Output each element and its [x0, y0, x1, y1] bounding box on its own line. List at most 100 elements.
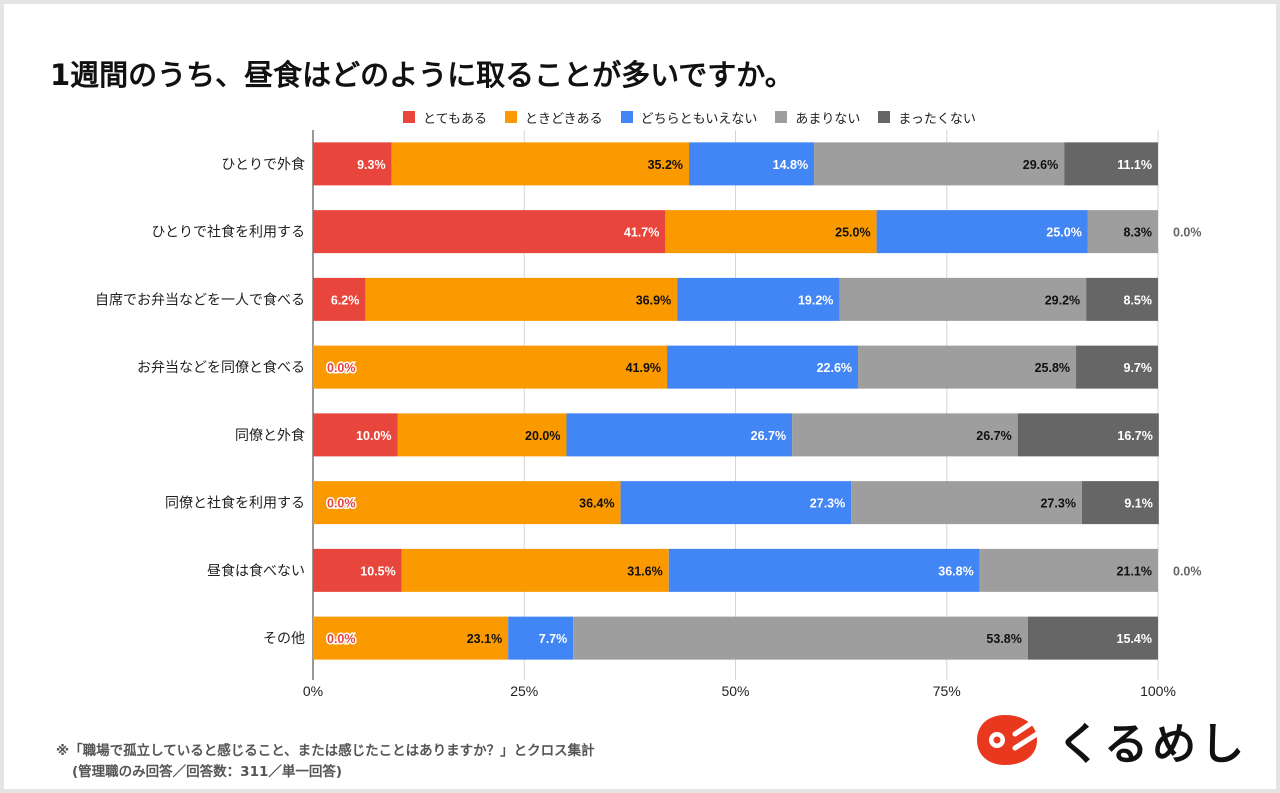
bar-segment [979, 548, 1158, 592]
bar-segment [566, 413, 793, 457]
bar-segment [689, 142, 815, 186]
value-label: 10.0% [356, 429, 391, 443]
bar-segment [668, 548, 980, 592]
category-label: 同僚と社食を利用する [165, 495, 305, 512]
bar-segment [876, 210, 1088, 254]
bar-segment [1081, 481, 1159, 525]
value-label: 0.0% [1173, 564, 1202, 578]
value-label: 11.1% [1117, 158, 1152, 172]
kurumeshi-logo-icon [977, 715, 1040, 765]
category-label: 昼食は食べない [207, 562, 305, 579]
bar-segment [573, 616, 1028, 660]
legend-swatch [620, 111, 633, 123]
value-label: 23.1% [467, 632, 502, 646]
bar-segment [508, 616, 574, 660]
value-label: 9.7% [1124, 361, 1153, 375]
value-label: 31.6% [627, 564, 662, 578]
value-label: 0.0% [1173, 226, 1202, 240]
value-label: 16.7% [1117, 429, 1152, 443]
legend-swatch [504, 111, 517, 123]
bar-segment [839, 277, 1087, 321]
value-label: 8.5% [1124, 293, 1153, 307]
bar-segment [365, 277, 678, 321]
bar-segment [1086, 277, 1158, 321]
value-label: 19.2% [798, 293, 833, 307]
legend-swatch [403, 111, 415, 123]
value-label: 41.7% [624, 226, 659, 240]
value-label: 35.2% [648, 158, 683, 172]
bar-segment [792, 413, 1018, 457]
legend-item: とてもある [403, 108, 487, 127]
x-tick-label: 100% [1140, 683, 1176, 699]
legend-item: ときどきある [504, 108, 603, 127]
value-label: 7.7% [539, 632, 568, 646]
bar-segment [391, 142, 690, 186]
bar-segment [677, 277, 840, 321]
value-label: 0.0% [327, 632, 356, 646]
bar-segment [1027, 616, 1158, 660]
bar-segment [313, 413, 398, 457]
value-label: 0.0% [327, 497, 356, 511]
legend-label: まったくない [898, 111, 976, 127]
legend-label: とてもある [423, 111, 487, 127]
value-label: 27.3% [1040, 497, 1075, 511]
bar-segment [313, 277, 366, 321]
category-label: その他 [263, 631, 305, 647]
bar-segment [667, 345, 859, 389]
bar-segment [313, 548, 402, 592]
value-label: 0.0% [327, 361, 356, 375]
footnote: ※「職場で孤立していると感じること、または感じたことはありますか？」とクロス集計… [56, 741, 595, 783]
category-label: ひとりで社食を利用する [151, 224, 305, 241]
bar-segment [313, 345, 668, 389]
value-label: 36.4% [579, 497, 614, 511]
bar-segment [665, 210, 877, 254]
value-label: 53.8% [986, 632, 1021, 646]
footnote-line-2: (管理職のみ回答／回答数：311／単一回答) [72, 764, 343, 780]
value-label: 25.0% [835, 226, 870, 240]
x-tick-label: 50% [721, 683, 749, 699]
bar-segment [814, 142, 1065, 186]
value-label: 10.5% [360, 564, 395, 578]
value-label: 8.3% [1124, 226, 1153, 240]
value-label: 20.0% [525, 429, 560, 443]
value-label: 29.2% [1045, 293, 1080, 307]
value-label: 14.8% [773, 158, 808, 172]
value-label: 26.7% [976, 429, 1011, 443]
value-label: 9.1% [1124, 497, 1153, 511]
legend-label: どちらともいえない [640, 111, 758, 127]
bar-segment [313, 142, 392, 186]
value-label: 36.9% [636, 293, 671, 307]
legend: とてもある ときどきある どちらともいえない あまりない まったくない [403, 107, 976, 127]
value-label: 21.1% [1117, 564, 1152, 578]
category-label: お弁当などを同僚と食べる [137, 359, 305, 376]
value-label: 15.4% [1117, 632, 1152, 646]
legend-item: まったくない [878, 108, 976, 127]
bar-segment [1017, 413, 1159, 457]
chart-title: 1週間のうち、昼食はどのように取ることが多いですか。 [50, 58, 794, 92]
value-label: 41.9% [626, 361, 661, 375]
bar-segment [313, 616, 509, 660]
bar-segment [1064, 142, 1158, 186]
legend-swatch [775, 111, 788, 123]
value-label: 36.8% [938, 564, 973, 578]
category-label: ひとりで外食 [221, 156, 305, 173]
category-label: 自席でお弁当などを一人で食べる [95, 291, 305, 308]
legend-item: あまりない [775, 108, 860, 127]
x-tick-label: 25% [510, 683, 538, 699]
x-tick-label: 75% [933, 683, 961, 699]
bar-segment [397, 413, 567, 457]
value-label: 25.0% [1046, 226, 1081, 240]
x-tick-label: 0% [303, 683, 323, 699]
value-label: 25.8% [1035, 361, 1070, 375]
bar-segment [313, 210, 666, 254]
legend-label: ときどきある [524, 111, 603, 127]
value-label: 9.3% [357, 158, 386, 172]
brand-logo: くるめし [975, 708, 1248, 772]
bar-segment [313, 481, 621, 525]
bar-segment [1076, 345, 1158, 389]
bar-segment [401, 548, 669, 592]
legend-label: あまりない [795, 111, 861, 127]
footnote-line-1: ※「職場で孤立していると感じること、または感じたことはありますか？」とクロス集計 [56, 743, 595, 759]
value-label: 29.6% [1023, 158, 1058, 172]
